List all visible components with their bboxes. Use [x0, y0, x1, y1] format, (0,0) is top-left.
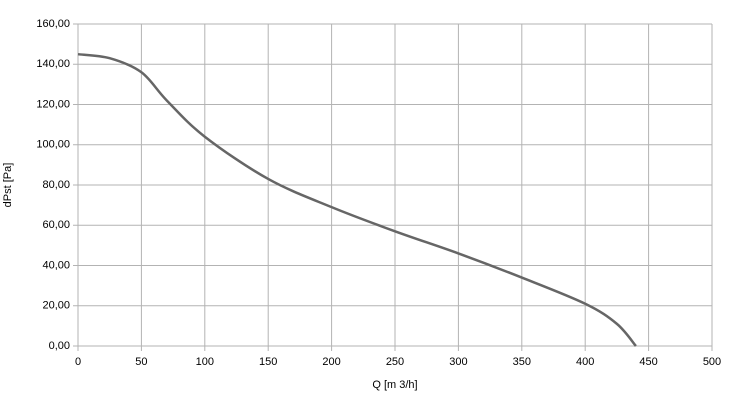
x-tick-label: 50 [135, 356, 147, 368]
y-tick-label: 40,00 [42, 259, 70, 271]
y-tick-label: 0,00 [49, 340, 70, 352]
x-tick-label: 400 [576, 356, 594, 368]
x-axis-title: Q [m 3/h] [372, 379, 417, 391]
y-tick-label: 60,00 [42, 219, 70, 231]
x-tick-label: 250 [386, 356, 404, 368]
x-tick-label: 350 [513, 356, 531, 368]
data-line [77, 52, 637, 347]
x-tick-label: 150 [259, 356, 277, 368]
x-tick-label: 0 [75, 356, 81, 368]
x-tick-label: 450 [639, 356, 657, 368]
y-tick-label: 160,00 [36, 18, 70, 30]
y-tick-label: 120,00 [36, 98, 70, 110]
y-tick-label: 80,00 [42, 179, 70, 191]
y-tick-label: 20,00 [42, 300, 70, 312]
x-tick-label: 200 [322, 356, 340, 368]
y-axis-title: dPst [Pa] [2, 163, 14, 208]
y-tick-label: 140,00 [36, 58, 70, 70]
x-tick-label: 500 [703, 356, 721, 368]
y-tick-label: 100,00 [36, 139, 70, 151]
x-tick-label: 300 [449, 356, 467, 368]
x-tick-label: 100 [196, 356, 214, 368]
